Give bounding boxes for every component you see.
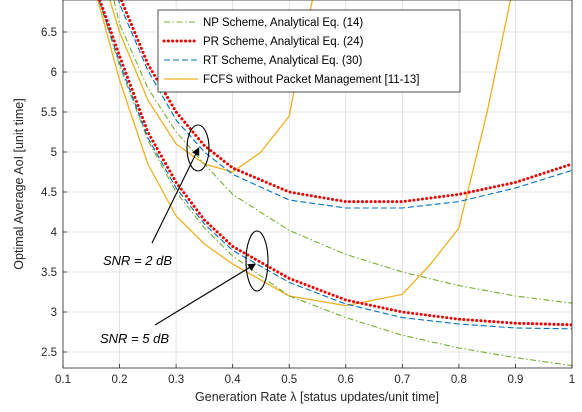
y-tick-labels: 2.5 3 3.5 4 4.5 5 5.5 6 6.5: [41, 27, 58, 359]
annotation-ellipse: [245, 230, 269, 292]
y-axis-label: Optimal Average AoI [unit time]: [12, 98, 26, 269]
y-tick-label: 5.5: [41, 107, 57, 119]
x-tick-label: 0.9: [507, 374, 523, 386]
series-line-5: [98, 0, 572, 367]
y-tick-label: 4: [51, 227, 58, 239]
legend-entry: PR Scheme, Analytical Eq. (24): [203, 36, 364, 48]
y-tick-label: 2.5: [41, 347, 57, 359]
series-line-7: [98, 0, 572, 330]
annotation-label: SNR = 5 dB: [100, 331, 169, 346]
legend-box: [157, 9, 461, 93]
x-tick-label: 0.4: [225, 374, 242, 386]
legend-entry: NP Scheme, Analytical Eq. (14): [203, 17, 363, 29]
series-line-2: [119, 0, 572, 204]
y-tick-label: 3: [51, 307, 57, 319]
series-line-1: [113, 0, 572, 304]
y-tick-label: 6: [51, 67, 57, 79]
annotations: SNR = 2 dB SNR = 5 dB: [100, 124, 269, 346]
annotation-arrow: [151, 147, 200, 244]
legend-entry: FCFS without Packet Management [11-13]: [203, 74, 419, 86]
annotation-ellipse: [186, 124, 210, 172]
plot-frame: [62, 0, 573, 369]
y-tick-label: 5: [51, 147, 57, 159]
annotation-label: SNR = 2 dB: [103, 253, 172, 268]
y-tick-label: 6.5: [41, 27, 57, 39]
x-tick-label: 0.5: [281, 374, 297, 386]
y-tick-label: 3.5: [41, 267, 57, 279]
series-line-6: [98, 0, 572, 327]
x-tick-label: 0.8: [451, 374, 467, 386]
annotation-arrow: [154, 263, 257, 326]
axis-ticks: [62, 31, 573, 368]
legend-entry: RT Scheme, Analytical Eq. (30): [203, 55, 363, 67]
series-line-3: [118, 0, 572, 209]
x-tick-label: 0.7: [394, 374, 410, 386]
x-tick-label: 0.2: [112, 374, 128, 386]
x-tick-labels: 0.1 0.2 0.3 0.4 0.5 0.6 0.7 0.8 0.9 1: [55, 374, 575, 386]
x-tick-label: 0.3: [168, 374, 184, 386]
x-tick-label: 0.6: [338, 374, 354, 386]
legend: NP Scheme, Analytical Eq. (14) PR Scheme,…: [157, 9, 461, 93]
x-tick-label: 1: [569, 374, 575, 386]
y-tick-label: 4.5: [41, 187, 57, 199]
x-tick-label: 0.1: [55, 374, 71, 386]
x-axis-label: Generation Rate λ [status updates/unit t…: [195, 390, 439, 404]
